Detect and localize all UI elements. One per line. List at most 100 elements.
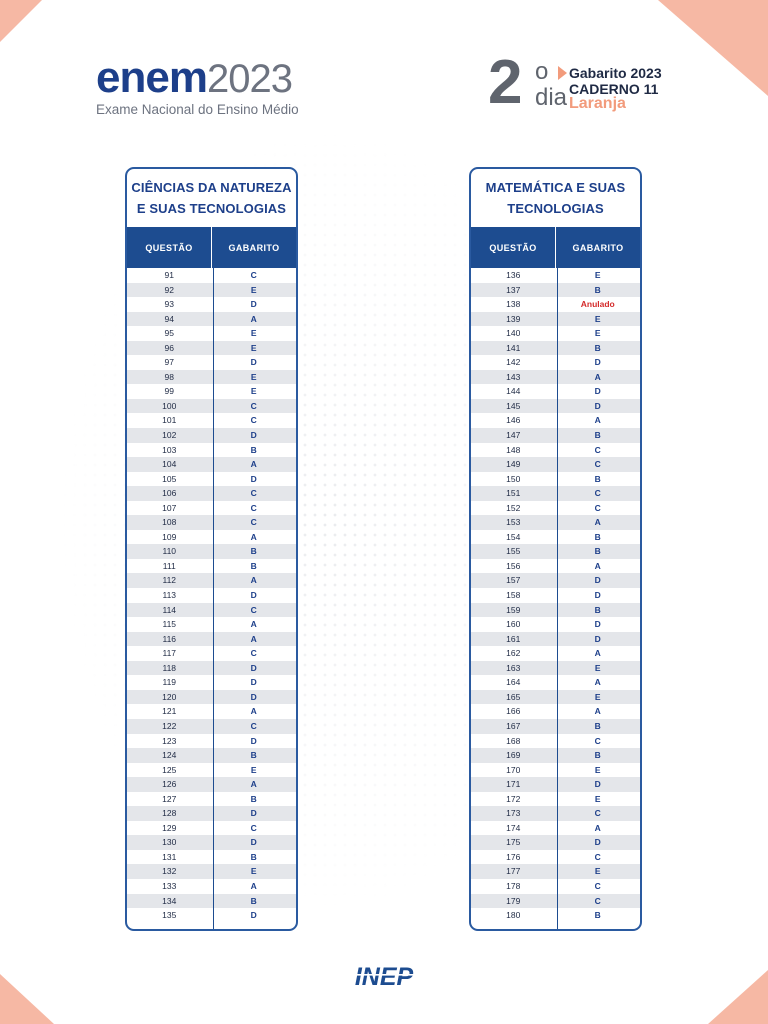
question-number: 134 [162, 895, 177, 906]
table-row: 163 E [471, 660, 640, 676]
answer-key: C [250, 502, 257, 513]
table-row: 111 B [127, 559, 296, 574]
column-header-question: QUESTÃO [127, 227, 212, 268]
table-row: 146 A [471, 413, 640, 428]
answer-key: D [250, 430, 257, 441]
answer-key: A [594, 822, 601, 833]
answer-key: B [594, 284, 601, 295]
column-header-question: QUESTÃO [471, 227, 556, 268]
question-number: 102 [162, 430, 177, 441]
question-number: 132 [162, 866, 177, 877]
table-row: 138 Anulado [471, 297, 640, 312]
logo-brand: enem [96, 53, 208, 102]
question-number: 160 [506, 619, 521, 630]
question-number: 104 [162, 459, 177, 470]
answer-key: E [250, 284, 257, 295]
answer-key: D [250, 662, 257, 673]
answer-key: A [250, 779, 257, 790]
table-row: 92 E [127, 282, 296, 298]
answer-key: B [250, 444, 257, 455]
question-number: 140 [506, 328, 521, 339]
table-row: 129 C [127, 821, 296, 836]
table-row: 127 B [127, 792, 296, 807]
question-number: 116 [162, 633, 177, 644]
table-row: 113 D [127, 588, 296, 603]
question-number: 165 [506, 691, 521, 702]
answer-key: B [250, 793, 257, 804]
table-row: 172 E [471, 792, 640, 807]
table-row: 153 A [471, 515, 640, 530]
table-row: 160 D [471, 617, 640, 632]
answer-key: D [594, 575, 601, 586]
question-number: 146 [506, 415, 521, 426]
question-number: 94 [164, 313, 174, 324]
question-number: 119 [162, 677, 177, 688]
question-number: 179 [506, 895, 521, 906]
logo-mark: enem 2023 [96, 56, 299, 100]
table-header: QUESTÃO GABARITO [127, 227, 296, 268]
table-row: 130 D [127, 835, 296, 850]
answer-key: D [250, 808, 257, 819]
answer-key: A [594, 371, 601, 382]
answer-key: A [250, 633, 257, 644]
answer-key: C [250, 822, 257, 833]
answer-key: A [250, 880, 257, 891]
question-number: 128 [162, 808, 177, 819]
question-number: 122 [162, 720, 177, 731]
gabarito-label: Gabarito 2023 [569, 65, 662, 81]
table-row: 161 D [471, 631, 640, 647]
question-number: 114 [162, 604, 177, 615]
question-number: 149 [506, 459, 521, 470]
day-number: 2 [488, 48, 523, 117]
table-row: 175 D [471, 835, 640, 850]
table-row: 144 D [471, 384, 640, 399]
answer-key: A [594, 677, 601, 688]
question-number: 97 [164, 357, 174, 368]
answer-key: C [250, 648, 257, 659]
answer-key: E [250, 866, 257, 877]
table-row: 171 D [471, 777, 640, 792]
table-row: 158 D [471, 588, 640, 603]
answer-key: E [250, 764, 257, 775]
answer-key: E [594, 328, 601, 339]
table-row: 134 B [127, 893, 296, 909]
column-header-answer: GABARITO [228, 242, 280, 253]
question-number: 177 [506, 866, 521, 877]
table-row: 104 A [127, 457, 296, 472]
question-number: 129 [162, 822, 177, 833]
answer-key: B [250, 851, 257, 862]
table-row: 148 C [471, 443, 640, 458]
answer-key: Anulado [580, 299, 615, 310]
question-number: 124 [162, 750, 177, 761]
table-row: 131 B [127, 850, 296, 865]
question-number: 121 [162, 706, 177, 717]
answer-key: E [594, 764, 601, 775]
table-row: 119 D [127, 675, 296, 690]
question-number: 178 [506, 880, 521, 891]
answer-key: B [594, 750, 601, 761]
question-number: 164 [506, 677, 521, 688]
question-number: 106 [162, 488, 177, 499]
table-row: 140 E [471, 326, 640, 341]
answer-key: A [594, 517, 601, 528]
answer-key: A [594, 415, 601, 426]
question-number: 111 [162, 560, 176, 571]
question-number: 139 [506, 313, 521, 324]
table-row: 141 B [471, 340, 640, 356]
table-row: 123 D [127, 734, 296, 749]
answer-key: D [250, 691, 257, 702]
answer-key: A [594, 560, 601, 571]
table-row: 151 C [471, 486, 640, 501]
caderno-color: Laranja [569, 95, 626, 112]
question-number: 127 [162, 793, 177, 804]
answer-key: A [250, 313, 257, 324]
answer-key: B [250, 546, 257, 557]
table-row: 110 B [127, 544, 296, 559]
answer-key: D [594, 357, 601, 368]
question-number: 142 [506, 357, 521, 368]
answer-key: C [594, 735, 601, 746]
question-number: 99 [164, 386, 174, 397]
answer-key: A [250, 619, 257, 630]
question-number: 147 [506, 430, 521, 441]
table-row: 106 C [127, 486, 296, 501]
